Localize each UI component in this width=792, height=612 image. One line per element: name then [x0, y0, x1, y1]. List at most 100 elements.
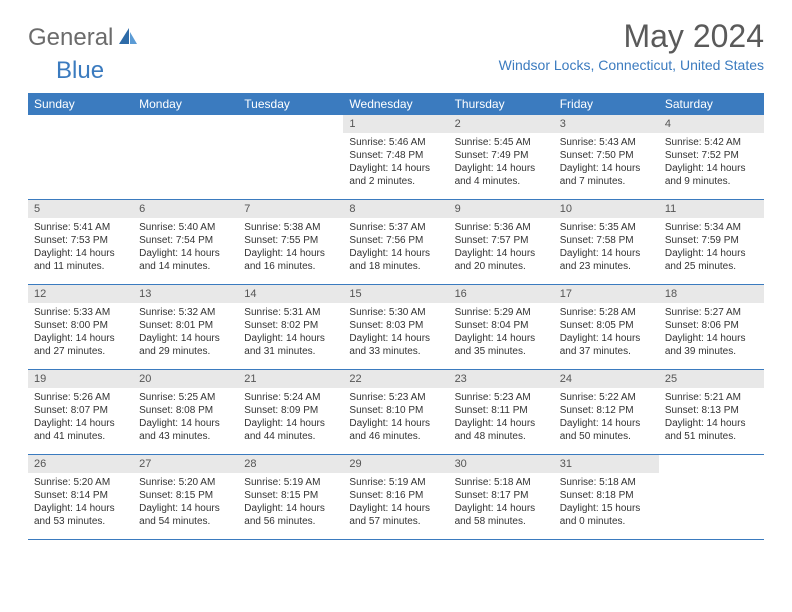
day-line: and 31 minutes.: [244, 345, 337, 358]
day-number: 20: [133, 370, 238, 388]
day-body: Sunrise: 5:20 AMSunset: 8:14 PMDaylight:…: [28, 473, 133, 532]
day-body: Sunrise: 5:19 AMSunset: 8:16 PMDaylight:…: [343, 473, 448, 532]
day-line: Sunrise: 5:29 AM: [455, 306, 548, 319]
title-block: May 2024 Windsor Locks, Connecticut, Uni…: [499, 18, 764, 73]
day-line: Sunset: 8:10 PM: [349, 404, 442, 417]
day-number: 8: [343, 200, 448, 218]
week-row: 1Sunrise: 5:46 AMSunset: 7:48 PMDaylight…: [28, 115, 764, 200]
day-number: 16: [449, 285, 554, 303]
day-line: Sunrise: 5:18 AM: [560, 476, 653, 489]
day-number: 23: [449, 370, 554, 388]
day-number: 14: [238, 285, 343, 303]
day-line: Sunset: 7:54 PM: [139, 234, 232, 247]
day-number: 1: [343, 115, 448, 133]
day-body: Sunrise: 5:32 AMSunset: 8:01 PMDaylight:…: [133, 303, 238, 362]
day-line: Daylight: 14 hours: [244, 417, 337, 430]
day-line: Sunset: 7:52 PM: [665, 149, 758, 162]
day-line: and 58 minutes.: [455, 515, 548, 528]
day-line: Sunrise: 5:37 AM: [349, 221, 442, 234]
day-line: Sunset: 7:57 PM: [455, 234, 548, 247]
day-line: Daylight: 14 hours: [455, 332, 548, 345]
day-line: Daylight: 14 hours: [455, 162, 548, 175]
day-cell: 6Sunrise: 5:40 AMSunset: 7:54 PMDaylight…: [133, 200, 238, 284]
day-cell: 20Sunrise: 5:25 AMSunset: 8:08 PMDayligh…: [133, 370, 238, 454]
day-body: Sunrise: 5:19 AMSunset: 8:15 PMDaylight:…: [238, 473, 343, 532]
day-line: and 43 minutes.: [139, 430, 232, 443]
day-line: Sunrise: 5:25 AM: [139, 391, 232, 404]
day-line: Sunset: 8:15 PM: [244, 489, 337, 502]
day-line: Sunset: 8:00 PM: [34, 319, 127, 332]
day-number: 27: [133, 455, 238, 473]
day-line: Daylight: 14 hours: [139, 417, 232, 430]
day-cell: 27Sunrise: 5:20 AMSunset: 8:15 PMDayligh…: [133, 455, 238, 539]
day-number: 13: [133, 285, 238, 303]
day-number: 31: [554, 455, 659, 473]
day-body: Sunrise: 5:29 AMSunset: 8:04 PMDaylight:…: [449, 303, 554, 362]
day-body: Sunrise: 5:23 AMSunset: 8:11 PMDaylight:…: [449, 388, 554, 447]
day-number: 17: [554, 285, 659, 303]
day-line: and 33 minutes.: [349, 345, 442, 358]
day-line: and 23 minutes.: [560, 260, 653, 273]
day-line: Sunset: 8:07 PM: [34, 404, 127, 417]
day-line: Sunset: 7:48 PM: [349, 149, 442, 162]
day-cell: 2Sunrise: 5:45 AMSunset: 7:49 PMDaylight…: [449, 115, 554, 199]
day-line: Daylight: 14 hours: [349, 332, 442, 345]
day-line: Sunset: 8:13 PM: [665, 404, 758, 417]
day-line: Sunrise: 5:46 AM: [349, 136, 442, 149]
day-line: Daylight: 14 hours: [139, 502, 232, 515]
day-number: 15: [343, 285, 448, 303]
day-cell: 8Sunrise: 5:37 AMSunset: 7:56 PMDaylight…: [343, 200, 448, 284]
day-number: 30: [449, 455, 554, 473]
day-number: 9: [449, 200, 554, 218]
day-line: Daylight: 14 hours: [244, 247, 337, 260]
day-line: Daylight: 14 hours: [349, 162, 442, 175]
day-line: Daylight: 14 hours: [455, 502, 548, 515]
day-line: Daylight: 14 hours: [34, 332, 127, 345]
logo-sail-icon: [117, 26, 139, 51]
day-cell: 17Sunrise: 5:28 AMSunset: 8:05 PMDayligh…: [554, 285, 659, 369]
day-line: Sunset: 8:04 PM: [455, 319, 548, 332]
day-number: 29: [343, 455, 448, 473]
day-line: Daylight: 14 hours: [560, 247, 653, 260]
day-number: 21: [238, 370, 343, 388]
day-number: 12: [28, 285, 133, 303]
day-line: Daylight: 14 hours: [34, 247, 127, 260]
empty-day-cell: [659, 455, 764, 539]
day-header: Friday: [554, 93, 659, 115]
day-line: Sunrise: 5:38 AM: [244, 221, 337, 234]
day-body: Sunrise: 5:30 AMSunset: 8:03 PMDaylight:…: [343, 303, 448, 362]
day-body: Sunrise: 5:23 AMSunset: 8:10 PMDaylight:…: [343, 388, 448, 447]
day-line: Sunrise: 5:19 AM: [244, 476, 337, 489]
day-number: 24: [554, 370, 659, 388]
calendar-page: General May 2024 Windsor Locks, Connecti…: [0, 0, 792, 558]
day-line: Sunrise: 5:23 AM: [455, 391, 548, 404]
day-line: and 0 minutes.: [560, 515, 653, 528]
logo: General: [28, 18, 141, 52]
day-body: Sunrise: 5:28 AMSunset: 8:05 PMDaylight:…: [554, 303, 659, 362]
day-line: Sunset: 8:02 PM: [244, 319, 337, 332]
day-line: Sunrise: 5:27 AM: [665, 306, 758, 319]
day-line: Daylight: 14 hours: [560, 417, 653, 430]
day-line: and 35 minutes.: [455, 345, 548, 358]
day-line: and 50 minutes.: [560, 430, 653, 443]
day-number: 6: [133, 200, 238, 218]
location: Windsor Locks, Connecticut, United State…: [499, 57, 764, 73]
week-row: 12Sunrise: 5:33 AMSunset: 8:00 PMDayligh…: [28, 285, 764, 370]
day-body: Sunrise: 5:40 AMSunset: 7:54 PMDaylight:…: [133, 218, 238, 277]
day-line: Sunrise: 5:26 AM: [34, 391, 127, 404]
month-title: May 2024: [499, 18, 764, 55]
day-line: Sunrise: 5:22 AM: [560, 391, 653, 404]
day-cell: 24Sunrise: 5:22 AMSunset: 8:12 PMDayligh…: [554, 370, 659, 454]
day-line: Sunset: 8:01 PM: [139, 319, 232, 332]
day-line: Sunrise: 5:31 AM: [244, 306, 337, 319]
day-line: and 41 minutes.: [34, 430, 127, 443]
day-line: and 46 minutes.: [349, 430, 442, 443]
day-line: Daylight: 14 hours: [665, 247, 758, 260]
day-line: Sunrise: 5:40 AM: [139, 221, 232, 234]
day-cell: 21Sunrise: 5:24 AMSunset: 8:09 PMDayligh…: [238, 370, 343, 454]
day-line: Sunrise: 5:20 AM: [34, 476, 127, 489]
day-line: Daylight: 14 hours: [455, 417, 548, 430]
day-line: and 37 minutes.: [560, 345, 653, 358]
day-line: Sunrise: 5:18 AM: [455, 476, 548, 489]
day-cell: 4Sunrise: 5:42 AMSunset: 7:52 PMDaylight…: [659, 115, 764, 199]
